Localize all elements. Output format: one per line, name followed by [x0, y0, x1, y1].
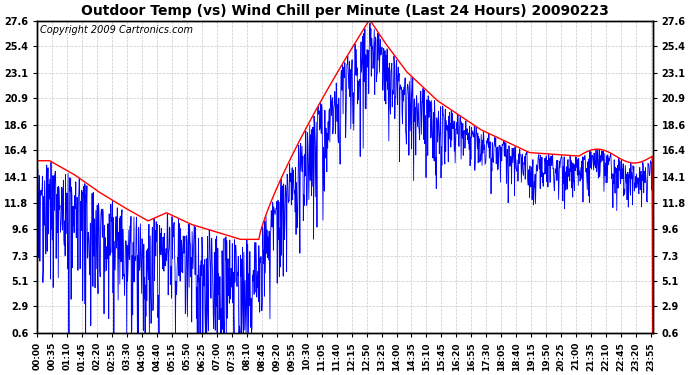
Title: Outdoor Temp (vs) Wind Chill per Minute (Last 24 Hours) 20090223: Outdoor Temp (vs) Wind Chill per Minute … [81, 4, 609, 18]
Text: Copyright 2009 Cartronics.com: Copyright 2009 Cartronics.com [41, 26, 193, 35]
